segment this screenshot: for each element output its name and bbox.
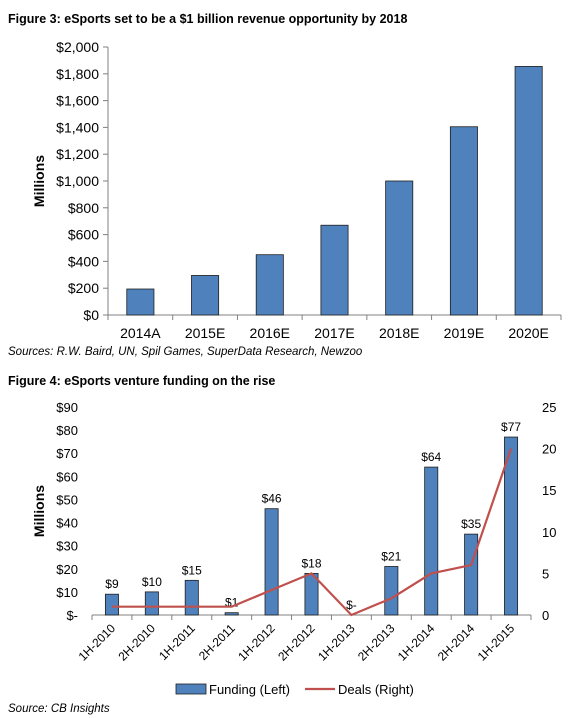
legend-funding-label: Funding (Left)	[209, 682, 290, 697]
bar-2015E	[191, 275, 220, 316]
bar-value-label: $64	[421, 450, 441, 464]
bar-value-label: $10	[142, 575, 162, 589]
figure3-source: Sources: R.W. Baird, UN, Spil Games, Sup…	[8, 346, 363, 358]
x-tick-label: 2H-2012	[275, 621, 318, 664]
bar-value-label: $9	[105, 577, 119, 591]
bar-1H-2010	[104, 593, 119, 616]
y-tick-label: $800	[68, 200, 99, 216]
x-tick-label: 2H-2013	[355, 621, 398, 664]
bar-2014A	[126, 288, 155, 316]
bar-value-label: $18	[301, 556, 321, 570]
bar-2017E	[320, 224, 349, 316]
bar-2H-2011	[224, 612, 239, 616]
y-right-tick-label: 20	[542, 442, 556, 457]
y-tick-label: $1,600	[56, 93, 99, 109]
x-tick-label: 2019E	[444, 325, 484, 341]
x-tick-label: 1H-2015	[475, 621, 518, 664]
deals-line	[111, 448, 513, 617]
y-axis-title: Millions	[31, 485, 47, 537]
bar-1H-2015	[504, 436, 519, 616]
bar-value-label: $15	[182, 563, 202, 577]
bar-1H-2014	[424, 466, 439, 616]
y-left-tick-label: $70	[56, 446, 78, 461]
y-left-tick-label: $-	[66, 608, 78, 623]
bar-value-label: $77	[501, 420, 521, 434]
bar-2H-2014	[464, 533, 479, 616]
y-tick-label: $1,800	[56, 66, 99, 82]
x-tick-label: 2H-2011	[196, 621, 238, 663]
x-tick-label: 1H-2010	[76, 621, 119, 664]
y-left-tick-label: $90	[56, 400, 78, 415]
bar-2020E	[514, 66, 543, 316]
y-right-tick-label: 0	[542, 608, 549, 623]
legend-deals-label: Deals (Right)	[338, 682, 414, 697]
bar-2018E	[385, 180, 414, 316]
y-tick-label: $1,000	[56, 173, 99, 189]
x-tick-label: 1H-2013	[315, 621, 358, 664]
x-tick-label: 1H-2014	[395, 621, 438, 664]
y-tick-label: $1,400	[56, 119, 99, 135]
figure4-source: Source: CB Insights	[8, 703, 110, 715]
x-tick-label: 2016E	[250, 325, 290, 341]
y-left-tick-label: $40	[56, 516, 78, 531]
y-left-tick-label: $20	[56, 562, 78, 577]
x-tick-label: 2018E	[379, 325, 419, 341]
bar-2016E	[255, 254, 284, 316]
y-tick-label: $1,200	[56, 146, 99, 162]
x-tick-label: 2H-2010	[116, 621, 159, 664]
x-tick-label: 2020E	[508, 325, 548, 341]
x-tick-label: 2017E	[314, 325, 354, 341]
bar-value-label: $35	[461, 517, 481, 531]
y-axis-title: Millions	[31, 155, 47, 207]
y-right-tick-label: 10	[542, 525, 556, 540]
bar-2019E	[449, 126, 478, 316]
x-tick-label: 1H-2011	[156, 621, 198, 663]
y-right-tick-label: 5	[542, 566, 549, 581]
x-tick-label: 2014A	[120, 325, 161, 341]
y-left-tick-label: $50	[56, 492, 78, 507]
x-tick-label: 1H-2012	[235, 621, 278, 664]
figure4-title: Figure 4: eSports venture funding on the…	[8, 374, 276, 388]
y-left-tick-label: $10	[56, 585, 78, 600]
legend-funding-swatch	[175, 683, 207, 695]
figure3-title: Figure 3: eSports set to be a $1 billion…	[8, 12, 408, 26]
y-right-tick-label: 25	[542, 400, 556, 415]
y-tick-label: $2,000	[56, 39, 99, 55]
y-tick-label: $200	[68, 280, 99, 296]
bar-1H-2012	[264, 508, 279, 616]
y-left-tick-label: $80	[56, 423, 78, 438]
y-left-tick-label: $30	[56, 539, 78, 554]
y-right-tick-label: 15	[542, 483, 556, 498]
bar-2H-2013	[384, 566, 399, 616]
x-tick-label: 2015E	[185, 325, 225, 341]
x-tick-label: 2H-2014	[435, 621, 478, 664]
figure3-chart: $0 $200 $400 $600 $800 $1,000 $1,200 $1,400 $1,6…	[31, 39, 562, 341]
bar-value-label: $21	[381, 549, 401, 563]
bar-value-label: $-	[346, 598, 357, 612]
y-tick-label: $600	[68, 227, 99, 243]
bar-1H-2011	[184, 579, 199, 616]
y-tick-label: $0	[83, 307, 99, 323]
bar-2H-2010	[144, 591, 159, 616]
bar-value-label: $46	[262, 492, 282, 506]
y-tick-label: $400	[68, 253, 99, 269]
y-left-tick-label: $60	[56, 469, 78, 484]
